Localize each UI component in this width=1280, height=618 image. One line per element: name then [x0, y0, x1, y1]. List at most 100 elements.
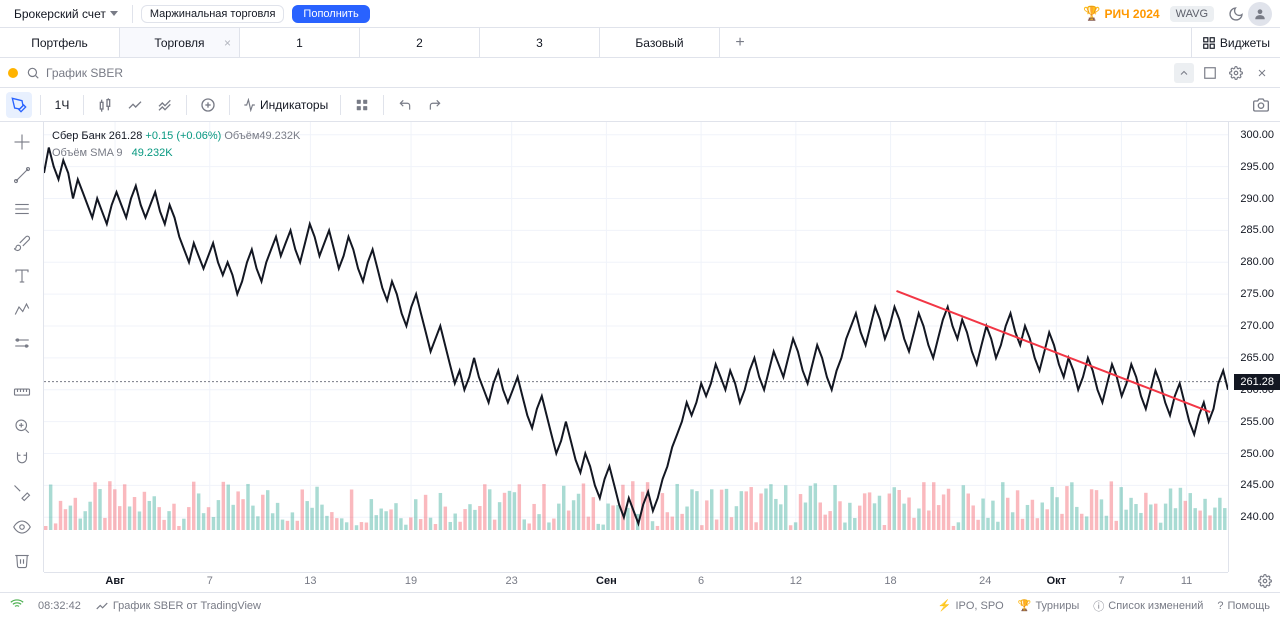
status-dot-icon [8, 68, 18, 78]
symbol-search[interactable]: График SBER [26, 66, 1166, 80]
account-dropdown[interactable]: Брокерский счет [8, 5, 124, 23]
layout-grid-button[interactable] [349, 92, 375, 118]
price-tick: 270.00 [1240, 320, 1274, 332]
fib-tool[interactable] [8, 197, 36, 221]
axis-settings-button[interactable] [1258, 574, 1272, 591]
tab-1[interactable]: Торговля× [120, 28, 240, 57]
tab-2[interactable]: 1 [240, 28, 360, 57]
compare-button[interactable] [152, 92, 178, 118]
search-icon [26, 66, 40, 80]
draw-button[interactable] [6, 92, 32, 118]
candles-button[interactable] [92, 92, 118, 118]
price-tick: 280.00 [1240, 256, 1274, 268]
avatar[interactable] [1248, 2, 1272, 26]
magnet-tool[interactable] [8, 448, 36, 472]
time-tick: Окт [1047, 575, 1066, 587]
tab-3[interactable]: 2 [360, 28, 480, 57]
time-tick: 19 [405, 575, 417, 587]
divider [132, 5, 133, 23]
indicators-button[interactable]: Индикаторы [238, 92, 332, 118]
tab-0[interactable]: Портфель [0, 28, 120, 57]
wavg-tag[interactable]: WAVG [1170, 6, 1214, 22]
snapshot-button[interactable] [1248, 92, 1274, 118]
lock-tool[interactable] [8, 481, 36, 505]
legend-sma-value: 49.232K [132, 147, 173, 159]
time-tick: 13 [304, 575, 316, 587]
legend-sma-label: Объём SMA 9 [52, 147, 123, 159]
line-style-button[interactable] [122, 92, 148, 118]
legend-vol-label: Объём [224, 130, 259, 142]
status-time: 08:32:42 [38, 600, 81, 612]
settings-button[interactable] [1226, 63, 1246, 83]
time-tick: 12 [790, 575, 802, 587]
crosshair-tool[interactable] [8, 130, 36, 154]
time-tick: 23 [506, 575, 518, 587]
trash-tool[interactable] [8, 548, 36, 572]
text-tool[interactable] [8, 264, 36, 288]
legend-change: +0.15 [145, 130, 173, 142]
widgets-button[interactable]: Виджеты [1191, 28, 1280, 57]
redo-button[interactable] [422, 92, 448, 118]
time-tick: 18 [884, 575, 896, 587]
eye-tool[interactable] [8, 515, 36, 539]
attribution-link[interactable]: График SBER от TradingView [95, 599, 261, 613]
attribution-text: График SBER от TradingView [113, 600, 261, 612]
tournaments-link[interactable]: 🏆 Турниры [1018, 599, 1080, 612]
price-tick: 275.00 [1240, 288, 1274, 300]
tab-close-icon[interactable]: × [224, 36, 231, 50]
projection-tool[interactable] [8, 332, 36, 356]
caret-down-icon [110, 11, 118, 16]
last-price-badge: 261.28 [1234, 374, 1280, 390]
promo-label[interactable]: РИЧ 2024 [1105, 7, 1160, 21]
help-link[interactable]: ? Помощь [1217, 600, 1270, 612]
ipo-link[interactable]: ⚡ IPO, SPO [938, 599, 1004, 612]
timeframe-button[interactable]: 1Ч [49, 92, 75, 118]
price-tick: 250.00 [1240, 448, 1274, 460]
time-tick: 6 [698, 575, 704, 587]
trophy-icon: 🏆 [1083, 5, 1100, 22]
search-text: График SBER [46, 66, 123, 80]
chart-area[interactable]: Сбер Банк 261.28 +0.15 (+0.06%) Объём49.… [44, 122, 1228, 572]
tab-4[interactable]: 3 [480, 28, 600, 57]
chart-legend: Сбер Банк 261.28 +0.15 (+0.06%) Объём49.… [52, 128, 300, 161]
price-tick: 245.00 [1240, 479, 1274, 491]
time-tick: 7 [1118, 575, 1124, 587]
tabs-row: ПортфельТорговля×123Базовый + Виджеты [0, 28, 1280, 58]
brush-tool[interactable] [8, 231, 36, 255]
topup-button[interactable]: Пополнить [292, 5, 369, 23]
tv-icon [95, 599, 109, 613]
price-tick: 290.00 [1240, 193, 1274, 205]
account-label: Брокерский счет [14, 7, 106, 21]
close-panel-button[interactable] [1252, 63, 1272, 83]
changelog-link[interactable]: ⓘ Список изменений [1093, 598, 1203, 614]
widgets-icon [1202, 36, 1216, 50]
collapse-button[interactable] [1174, 63, 1194, 83]
time-axis[interactable]: Авг7131923Сен6121824Окт711 [44, 572, 1228, 592]
pattern-tool[interactable] [8, 298, 36, 322]
layout-button[interactable] [1200, 63, 1220, 83]
price-tick: 295.00 [1240, 161, 1274, 173]
price-axis[interactable]: 240.00245.00250.00255.00260.00265.00270.… [1228, 122, 1280, 572]
add-button[interactable] [195, 92, 221, 118]
price-tick: 300.00 [1240, 129, 1274, 141]
indicators-label: Индикаторы [260, 98, 328, 112]
status-bar: 08:32:42 График SBER от TradingView ⚡ IP… [0, 592, 1280, 618]
price-tick: 240.00 [1240, 511, 1274, 523]
add-tab-button[interactable]: + [720, 28, 760, 57]
ruler-tool[interactable] [8, 380, 36, 404]
tab-5[interactable]: Базовый [600, 28, 720, 57]
legend-last: 261.28 [109, 130, 143, 142]
widgets-label: Виджеты [1220, 36, 1270, 50]
trendline-tool[interactable] [8, 164, 36, 188]
time-tick: Сен [596, 575, 617, 587]
legend-vol-value: 49.232K [259, 130, 300, 142]
margin-trading-button[interactable]: Маржинальная торговля [141, 5, 285, 23]
moon-icon[interactable] [1224, 2, 1248, 26]
zoom-tool[interactable] [8, 414, 36, 438]
legend-symbol: Сбер Банк [52, 130, 106, 142]
drawing-toolbar [0, 122, 44, 572]
undo-button[interactable] [392, 92, 418, 118]
chart-toolbar: 1Ч Индикаторы [0, 88, 1280, 122]
legend-change-pct: (+0.06%) [176, 130, 221, 142]
price-tick: 255.00 [1240, 416, 1274, 428]
